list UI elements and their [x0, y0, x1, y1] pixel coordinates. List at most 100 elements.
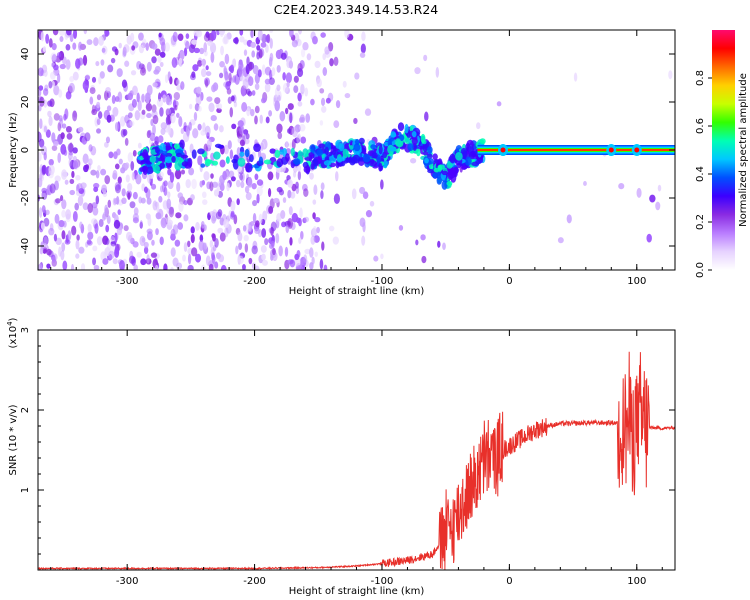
noise-blob	[159, 37, 166, 46]
noise-blob	[89, 96, 94, 105]
noise-blob	[364, 108, 372, 116]
noise-blob	[252, 199, 258, 207]
noise-blob	[105, 86, 111, 93]
noise-blob	[167, 191, 171, 199]
ridge-blob	[323, 160, 332, 166]
noise-blob	[199, 47, 205, 55]
y-scale-base: (x10	[8, 326, 19, 349]
noise-blob	[291, 39, 298, 48]
noise-blob	[59, 30, 65, 37]
ridge-blob	[318, 143, 326, 149]
noise-blob	[165, 108, 172, 115]
ridge-blob	[427, 146, 433, 154]
noise-blob	[104, 30, 110, 37]
noise-blob	[257, 30, 263, 41]
noise-blob	[129, 201, 136, 209]
noise-blob	[175, 212, 182, 219]
ridge-blob	[179, 139, 185, 150]
noise-blob	[273, 197, 280, 204]
noise-blob	[69, 189, 76, 196]
noise-blob	[76, 234, 80, 241]
noise-blob	[149, 132, 156, 142]
noise-blob	[211, 215, 217, 224]
noise-blob	[257, 69, 262, 78]
noise-blob	[76, 182, 83, 191]
ridge-blob	[453, 166, 458, 176]
noise-blob	[260, 141, 265, 150]
noise-blob	[322, 53, 327, 61]
noise-blob	[319, 120, 324, 126]
noise-blob	[110, 235, 116, 242]
noise-blob	[147, 215, 152, 227]
noise-blob	[127, 92, 133, 101]
noise-blob	[210, 115, 217, 122]
noise-blob	[557, 237, 564, 244]
noise-blob	[310, 98, 315, 106]
noise-blob	[314, 60, 321, 69]
noise-blob	[218, 182, 225, 188]
noise-blob	[65, 59, 71, 70]
noise-blob	[442, 242, 446, 250]
noise-blob	[300, 83, 305, 95]
noise-blob	[217, 209, 223, 217]
noise-blob	[235, 179, 241, 188]
noise-blob	[243, 129, 249, 135]
noise-blob	[124, 162, 130, 169]
noise-blob	[239, 36, 245, 43]
ridge-blob	[368, 160, 377, 167]
noise-blob	[261, 97, 266, 104]
noise-blob	[38, 263, 43, 270]
noise-blob	[57, 152, 62, 164]
noise-blob	[212, 82, 219, 92]
noise-blob	[72, 110, 78, 122]
noise-blob	[208, 263, 214, 270]
noise-blob	[223, 65, 227, 76]
noise-blob	[38, 177, 43, 188]
noise-blob	[227, 140, 232, 150]
noise-blob	[108, 250, 115, 260]
noise-blob	[476, 122, 481, 130]
noise-blob	[299, 256, 307, 268]
noise-blob	[228, 170, 235, 178]
noise-blob	[335, 100, 341, 109]
noise-blob	[91, 76, 97, 83]
noise-blob	[236, 198, 240, 206]
noise-blob	[104, 204, 109, 215]
noise-blob	[163, 180, 168, 187]
noise-blob	[222, 36, 229, 45]
noise-blob	[130, 160, 135, 171]
noise-blob	[150, 252, 158, 258]
noise-blob	[122, 50, 127, 58]
noise-blob	[59, 63, 66, 70]
noise-blob	[174, 104, 178, 111]
noise-blob	[285, 224, 290, 234]
noise-blob	[155, 228, 159, 236]
noise-blob	[125, 231, 133, 241]
noise-blob	[230, 200, 236, 212]
noise-blob	[178, 201, 184, 212]
noise-blob	[264, 78, 271, 85]
noise-blob	[420, 234, 426, 241]
colorbar-tick-label: 0.4	[695, 166, 706, 182]
noise-blob	[270, 254, 274, 261]
noise-blob	[68, 158, 72, 167]
noise-blob	[87, 231, 94, 240]
ridge-blob	[446, 180, 453, 187]
noise-blob	[124, 60, 130, 67]
noise-blob	[192, 64, 199, 72]
noise-blob	[167, 219, 173, 226]
noise-blob	[166, 94, 170, 105]
ridge-blob	[358, 137, 365, 145]
ridge-blob	[455, 151, 463, 161]
colorbar-tick-label: 0.8	[695, 70, 706, 86]
noise-blob	[242, 225, 247, 232]
noise-blob	[247, 76, 254, 87]
noise-blob	[229, 107, 234, 118]
noise-blob	[104, 141, 109, 148]
noise-blob	[138, 196, 143, 204]
noise-blob	[282, 72, 286, 81]
noise-blob	[251, 245, 258, 255]
noise-blob	[58, 89, 63, 98]
noise-blob	[40, 222, 45, 230]
noise-blob	[131, 45, 136, 51]
